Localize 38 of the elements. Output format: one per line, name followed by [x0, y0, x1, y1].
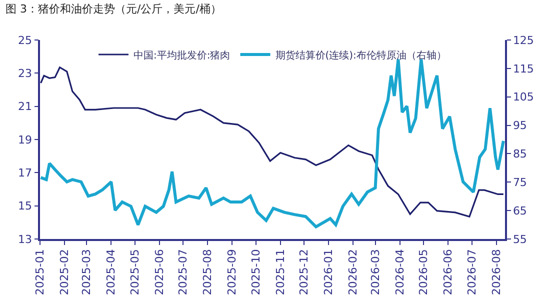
x-tick-label: 2025-09	[226, 249, 239, 296]
chart-title: 图 3：猪价和油价走势（元/公斤，美元/桶）	[6, 2, 222, 16]
x-tick-label: 2026-03	[368, 249, 382, 296]
x-tick-label: 2025-01	[34, 249, 47, 296]
x-tick-label: 2026-07	[465, 249, 478, 296]
y-tick-label: 25	[18, 34, 32, 47]
y2-tick-label: 105	[512, 90, 534, 104]
y-tick-label: 23	[18, 67, 32, 80]
x-tick-label: 2026-08	[490, 249, 503, 296]
y2-tick-label: 65	[512, 204, 527, 218]
y-tick-label: 17	[18, 166, 32, 180]
y2-tick-label: 85	[512, 148, 527, 161]
x-tick-label: 2026-01	[322, 249, 336, 296]
y2-tick-label: 95	[512, 119, 527, 132]
x-tick-label: 2025-05	[128, 249, 142, 296]
x-tick-label: 2025-06	[152, 249, 166, 296]
y-tick-label: 13	[18, 232, 32, 246]
y-tick-label: 19	[18, 133, 32, 146]
x-tick-label: 2025-10	[249, 249, 262, 296]
y2-tick-label: 125	[512, 34, 534, 47]
x-tick-label: 2025-12	[298, 249, 311, 296]
x-tick-label: 2026-04	[393, 249, 406, 296]
x-tick-label: 2026-06	[442, 249, 455, 296]
x-tick-label: 2026-05	[417, 249, 430, 296]
x-tick-label: 2025-03	[80, 249, 94, 296]
x-tick-label: 2025-07	[176, 249, 190, 296]
x-tick-label: 2026-02	[346, 249, 360, 296]
y-tick-label: 15	[18, 200, 32, 213]
y-tick-label: 21	[18, 100, 32, 114]
legend-label: 期货结算价(连续):布伦特原油（右轴）	[275, 49, 446, 62]
x-tick-label: 2025-04	[104, 249, 118, 296]
legend-label: 中国:平均批发价:猪肉	[134, 49, 230, 62]
y2-tick-label: 55	[512, 232, 527, 246]
x-tick-label: 2025-11	[274, 249, 287, 296]
y2-tick-label: 75	[512, 176, 527, 189]
x-tick-label: 2025-08	[201, 249, 214, 296]
x-tick-label: 2025-02	[58, 249, 72, 296]
y2-tick-label: 115	[512, 62, 534, 76]
